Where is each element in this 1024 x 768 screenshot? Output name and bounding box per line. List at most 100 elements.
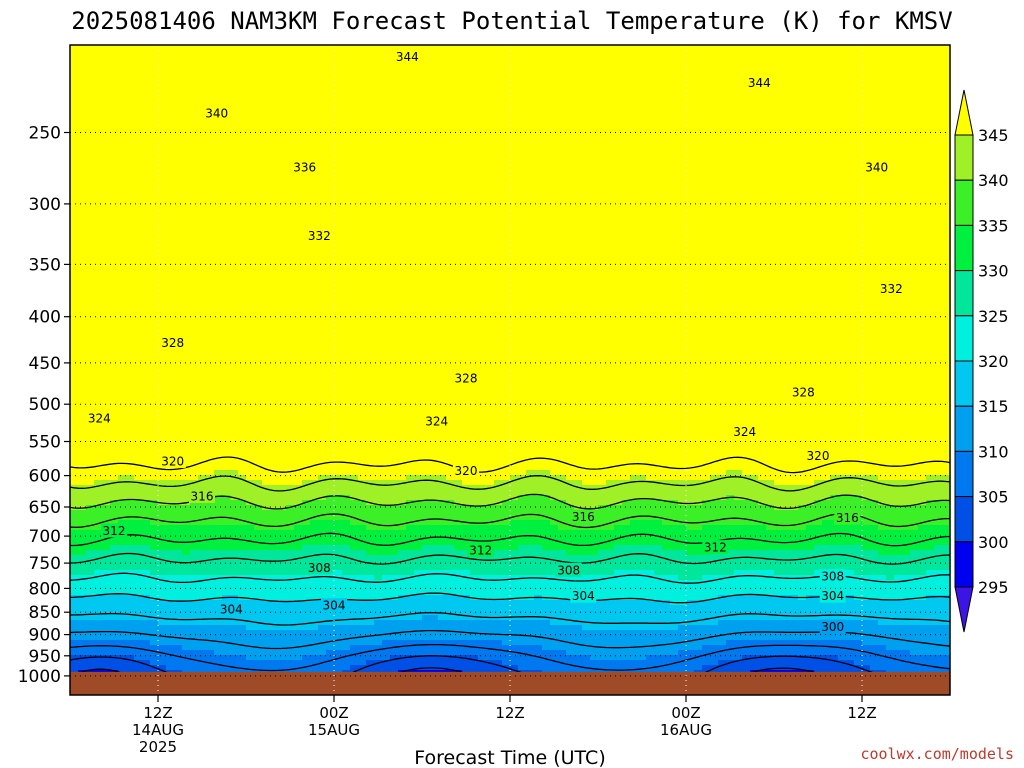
band-cell [126, 205, 135, 211]
band-cell [182, 165, 191, 171]
band-cell [902, 125, 911, 131]
band-cell [246, 200, 255, 206]
band-cell [798, 175, 807, 181]
band-cell [294, 220, 303, 226]
band-cell [662, 105, 671, 111]
band-cell [550, 235, 559, 241]
band-cell [670, 155, 679, 161]
band-cell [942, 90, 950, 96]
band-cell [262, 185, 271, 191]
band-cell [830, 170, 839, 176]
band-cell [438, 45, 447, 51]
band-cell [118, 125, 127, 131]
band-cell [158, 195, 167, 201]
band-cell [462, 260, 471, 266]
band-cell [222, 265, 231, 271]
band-cell [670, 255, 679, 261]
band-cell [134, 215, 143, 221]
band-cell [814, 135, 823, 141]
band-cell [150, 230, 159, 236]
band-cell [614, 145, 623, 151]
band-cell [902, 165, 911, 171]
band-cell [942, 100, 950, 106]
band-cell [166, 170, 175, 176]
band-cell [262, 260, 271, 266]
band-cell [694, 50, 703, 56]
band-cell [902, 135, 911, 141]
band-cell [518, 175, 527, 181]
band-cell [558, 140, 567, 146]
band-cell [286, 65, 295, 71]
band-cell [694, 150, 703, 156]
band-cell [774, 260, 783, 266]
band-cell [878, 105, 887, 111]
band-cell [214, 265, 223, 271]
band-cell [294, 195, 303, 201]
band-cell [110, 140, 119, 146]
band-cell [198, 165, 207, 171]
band-cell [534, 105, 543, 111]
band-cell [574, 170, 583, 176]
band-cell [574, 210, 583, 216]
band-cell [222, 160, 231, 166]
band-cell [470, 265, 479, 271]
band-cell [110, 65, 119, 71]
band-cell [702, 245, 711, 251]
band-cell [662, 130, 671, 136]
band-cell [902, 70, 911, 76]
band-cell [270, 250, 279, 256]
band-cell [174, 130, 183, 136]
band-cell [510, 100, 519, 106]
band-cell [254, 60, 263, 66]
band-cell [358, 155, 367, 161]
band-cell [798, 125, 807, 131]
band-cell [686, 155, 695, 161]
band-cell [654, 105, 663, 111]
band-cell [254, 245, 263, 251]
band-cell [758, 110, 767, 116]
band-cell [886, 230, 895, 236]
band-cell [894, 200, 903, 206]
band-cell [894, 175, 903, 181]
band-cell [550, 145, 559, 151]
band-cell [910, 110, 919, 116]
band-cell [870, 65, 879, 71]
band-cell [222, 200, 231, 206]
band-cell [182, 180, 191, 186]
band-cell [478, 265, 487, 271]
band-cell [670, 115, 679, 121]
band-cell [782, 120, 791, 126]
band-cell [910, 215, 919, 221]
band-cell [390, 185, 399, 191]
band-cell [566, 240, 575, 246]
band-cell [294, 175, 303, 181]
band-cell [510, 140, 519, 146]
band-cell [102, 85, 111, 91]
band-cell [110, 80, 119, 86]
band-cell [638, 160, 647, 166]
band-cell [766, 225, 775, 231]
band-cell [422, 225, 431, 231]
band-cell [630, 65, 639, 71]
band-cell [766, 70, 775, 76]
band-cell [150, 180, 159, 186]
band-cell [774, 125, 783, 131]
band-cell [574, 85, 583, 91]
band-cell [166, 75, 175, 81]
band-cell [310, 270, 319, 276]
band-cell [662, 65, 671, 71]
band-cell [462, 130, 471, 136]
band-cell [694, 145, 703, 151]
band-cell [822, 115, 831, 121]
band-cell [94, 270, 103, 276]
band-cell [294, 155, 303, 161]
band-cell [78, 75, 87, 81]
band-cell [270, 145, 279, 151]
band-cell [414, 190, 423, 196]
band-cell [118, 165, 127, 171]
band-cell [574, 65, 583, 71]
band-cell [662, 170, 671, 176]
band-cell [470, 230, 479, 236]
band-cell [550, 265, 559, 271]
band-cell [294, 235, 303, 241]
